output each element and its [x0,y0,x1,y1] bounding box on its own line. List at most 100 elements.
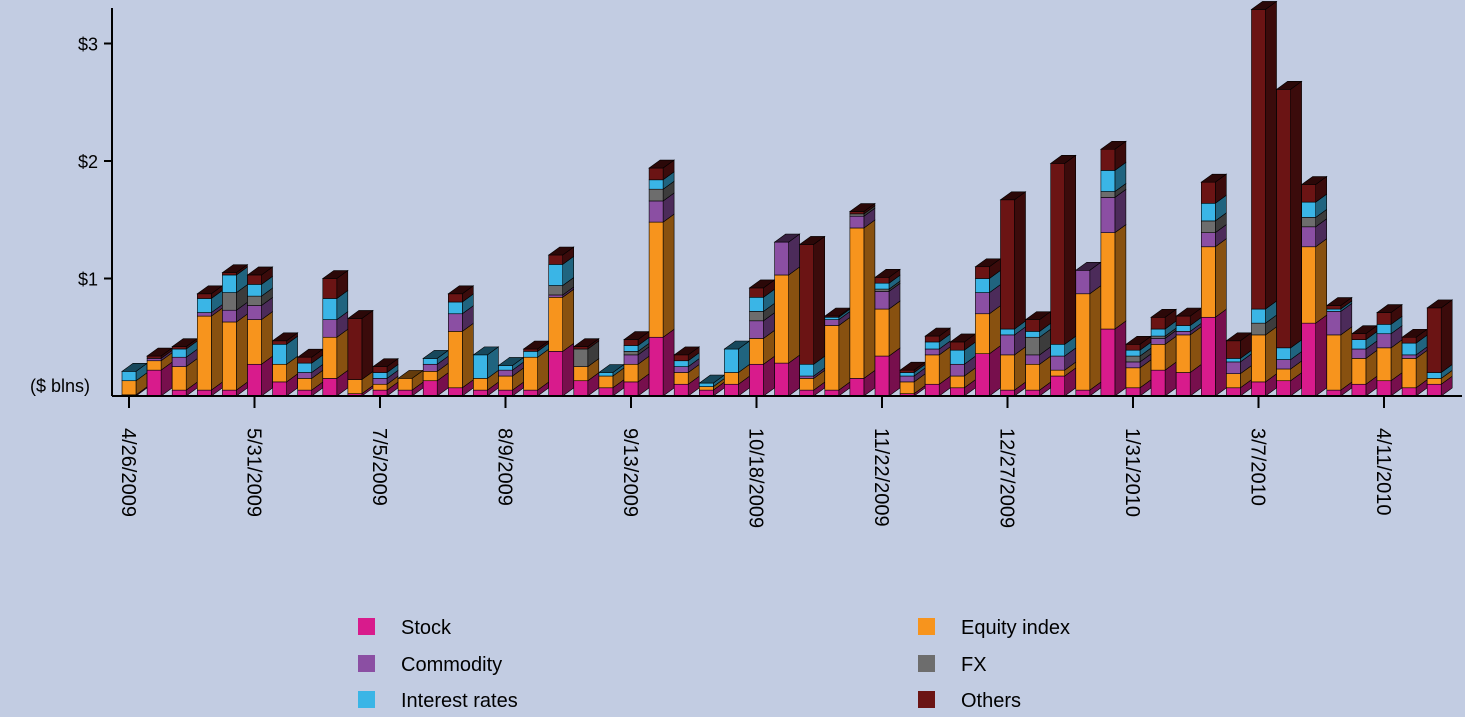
bar-segment-interest-rates [297,362,313,373]
bar-stack [999,191,1027,397]
legend-label: Equity index [961,617,1070,639]
bar-top-cap [1376,304,1403,313]
x-tick-label: 9/13/2009 [619,428,641,517]
bar-segment-stock [1426,383,1442,397]
bar-segment-commodity [498,369,513,377]
bar-stack [296,348,324,397]
bar-segment-interest-rates [899,372,915,377]
bar-top-cap [648,159,676,169]
bar-segment-interest-rates [1100,170,1116,192]
bar-segment-interest-rates [598,372,614,377]
bar-segment-interest-rates [121,371,137,382]
bar-stack [121,362,148,397]
bar-segment-equity-index [673,372,689,385]
bar-segment-interest-rates [171,348,187,358]
bar-segment-fx [1301,217,1316,228]
bar-segment-side-equity-index [989,305,1001,355]
bar-segment-side-equity-index [211,307,223,391]
bar-segment-commodity [1100,197,1116,233]
bar-stack [623,331,650,397]
bar-segment-others [1301,184,1316,203]
bar-segment-equity-index [1025,363,1040,391]
bar-segment-commodity [322,319,338,338]
bar-segment-stock [447,387,463,397]
bar-segment-interest-rates [749,296,764,312]
bar-stack [1275,80,1303,397]
bar-segment-side-stock [1315,314,1327,397]
bar-segment-interest-rates [548,264,564,286]
bar-stack [899,361,927,397]
bar-top-cap [1150,308,1178,318]
bar-segment-commodity [1050,355,1065,371]
bar-segment-equity-index [372,383,388,391]
bar-segment-others [372,366,388,373]
bar-top-cap [673,346,701,356]
bar-segment-others [548,254,564,265]
x-tick-label: 12/27/2009 [996,428,1018,528]
bar-segment-stock [924,383,940,397]
bar-top-cap [547,246,575,256]
bar-segment-side-others [361,309,374,381]
bar-segment-side-equity-index [1089,285,1102,391]
bar-segment-equity-index [222,321,237,391]
bar-segment-side-equity-index [1315,238,1327,324]
bar-segment-equity-index [1376,347,1392,382]
bar-segment-interest-rates [949,349,965,365]
bar-segment-interest-rates [1301,201,1316,218]
bar-segment-side-stock [989,345,1001,397]
bar-segment-commodity [548,294,564,298]
bar-segment-interest-rates [372,372,388,379]
bar-segment-interest-rates [422,358,438,365]
legend-swatch [358,655,375,672]
bar-top-cap [1099,140,1127,150]
bar-segment-others [623,339,639,346]
bar-segment-commodity [924,348,940,356]
legend-label: Interest rates [401,690,518,712]
bar-segment-interest-rates [874,282,890,290]
bar-stack [823,307,851,397]
bar-segment-equity-index [598,375,614,389]
bar-segment-side-equity-index [662,213,675,338]
bar-segment-interest-rates [1175,325,1191,332]
bar-segment-side-equity-index [838,316,851,391]
bar-segment-side-others [813,235,826,365]
bar-segment-stock [975,353,990,397]
legend-item-stock: Stock [358,617,452,639]
bar-segment-others [1226,340,1241,359]
bar-segment-commodity [899,375,915,383]
bar-segment-equity-index [197,315,212,391]
bar-segment-stock [1050,375,1065,397]
bar-segment-interest-rates [322,298,338,320]
bar-segment-fx [573,348,589,367]
bar-segment-equity-index [397,378,413,391]
bar-segment-others [1050,163,1065,345]
bar-segment-interest-rates [1351,339,1367,350]
bar-segment-interest-rates [473,354,488,379]
bar-segment-interest-rates [1201,203,1216,222]
bar-stack [497,356,525,397]
bar-segment-commodity [197,312,212,317]
x-tick-label: 8/9/2009 [494,428,516,506]
legend-item-interest-rates: Interest rates [358,690,518,712]
bar-top-cap [1426,299,1454,309]
bar-segment-interest-rates [824,316,840,320]
bar-top-cap [221,264,249,273]
bar-segment-commodity [849,215,865,229]
x-tick-label: 3/7/2010 [1247,428,1269,506]
bar-segment-stock [1125,387,1141,397]
bar-stack [1175,307,1203,397]
bar-top-cap [346,310,374,319]
bar-stack [1300,175,1328,397]
bar-segment-fx [222,292,237,311]
bar-segment-commodity [447,313,463,332]
bar-segment-stock [322,378,338,397]
bar-segment-fx [1125,355,1141,363]
bar-segment-equity-index [473,378,488,391]
legend-swatch [358,618,375,635]
bar-stack [321,269,349,397]
bar-segment-others [1201,181,1216,204]
bar-segment-stock [272,381,287,397]
bar-segment-fx [1025,336,1040,356]
bar-top-cap [999,191,1027,201]
bar-stack [447,285,475,397]
